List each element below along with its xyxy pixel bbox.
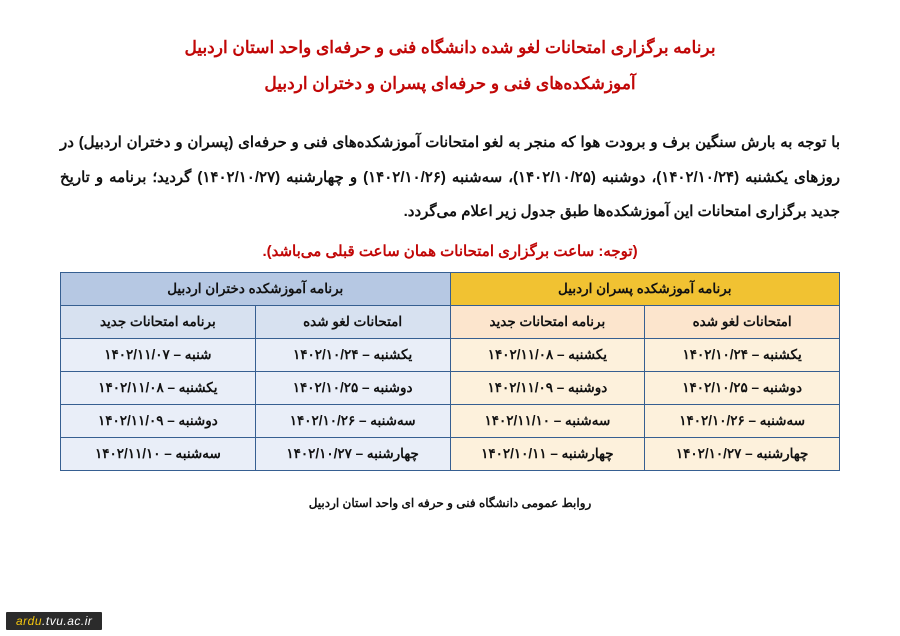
cell-boys-new: چهارشنبه – ۱۴۰۲/۱۰/۱۱	[450, 437, 645, 470]
sub-header-girls-cancelled: امتحانات لغو شده	[255, 305, 450, 338]
cell-girls-cancel: یکشنبه – ۱۴۰۲/۱۰/۲۴	[255, 338, 450, 371]
body-paragraph: با توجه به بارش سنگین برف و برودت هوا که…	[60, 126, 840, 230]
table-row: چهارشنبه – ۱۴۰۲/۱۰/۲۷ چهارشنبه – ۱۴۰۲/۱۰…	[61, 437, 840, 470]
group-header-boys: برنامه آموزشکده پسران اردبیل	[450, 272, 840, 305]
cell-girls-new: سه‌شنبه – ۱۴۰۲/۱۱/۱۰	[61, 437, 256, 470]
cell-girls-new: دوشنبه – ۱۴۰۲/۱۱/۰۹	[61, 404, 256, 437]
cell-girls-new: یکشنبه – ۱۴۰۲/۱۱/۰۸	[61, 371, 256, 404]
cell-boys-cancel: دوشنبه – ۱۴۰۲/۱۰/۲۵	[645, 371, 840, 404]
table-row: یکشنبه – ۱۴۰۲/۱۰/۲۴ یکشنبه – ۱۴۰۲/۱۱/۰۸ …	[61, 338, 840, 371]
cell-girls-cancel: دوشنبه – ۱۴۰۲/۱۰/۲۵	[255, 371, 450, 404]
footer-text: روابط عمومی دانشگاه فنی و حرفه ای واحد ا…	[60, 496, 840, 510]
sub-header-girls-new: برنامه امتحانات جدید	[61, 305, 256, 338]
cell-boys-cancel: سه‌شنبه – ۱۴۰۲/۱۰/۲۶	[645, 404, 840, 437]
table-row: سه‌شنبه – ۱۴۰۲/۱۰/۲۶ سه‌شنبه – ۱۴۰۲/۱۱/۱…	[61, 404, 840, 437]
title-block: برنامه برگزاری امتحانات لغو شده دانشگاه …	[60, 30, 840, 101]
title-line-1: برنامه برگزاری امتحانات لغو شده دانشگاه …	[60, 30, 840, 66]
watermark-accent: ardu	[16, 614, 42, 628]
sub-header-boys-new: برنامه امتحانات جدید	[450, 305, 645, 338]
cell-boys-new: سه‌شنبه – ۱۴۰۲/۱۱/۱۰	[450, 404, 645, 437]
cell-girls-new: شنبه – ۱۴۰۲/۱۱/۰۷	[61, 338, 256, 371]
cell-boys-new: یکشنبه – ۱۴۰۲/۱۱/۰۸	[450, 338, 645, 371]
schedule-table: برنامه آموزشکده پسران اردبیل برنامه آموز…	[60, 272, 840, 471]
group-header-girls: برنامه آموزشکده دختران اردبیل	[61, 272, 451, 305]
table-row: دوشنبه – ۱۴۰۲/۱۰/۲۵ دوشنبه – ۱۴۰۲/۱۱/۰۹ …	[61, 371, 840, 404]
sub-header-boys-cancelled: امتحانات لغو شده	[645, 305, 840, 338]
notice-line: (توجه: ساعت برگزاری امتحانات همان ساعت ق…	[60, 242, 840, 260]
cell-girls-cancel: چهارشنبه – ۱۴۰۲/۱۰/۲۷	[255, 437, 450, 470]
cell-boys-cancel: چهارشنبه – ۱۴۰۲/۱۰/۲۷	[645, 437, 840, 470]
watermark: ardu.tvu.ac.ir	[6, 612, 102, 630]
cell-boys-cancel: یکشنبه – ۱۴۰۲/۱۰/۲۴	[645, 338, 840, 371]
cell-girls-cancel: سه‌شنبه – ۱۴۰۲/۱۰/۲۶	[255, 404, 450, 437]
watermark-rest: .tvu.ac.ir	[42, 614, 92, 628]
title-line-2: آموزشکده‌های فنی و حرفه‌ای پسران و دخترا…	[60, 66, 840, 102]
cell-boys-new: دوشنبه – ۱۴۰۲/۱۱/۰۹	[450, 371, 645, 404]
